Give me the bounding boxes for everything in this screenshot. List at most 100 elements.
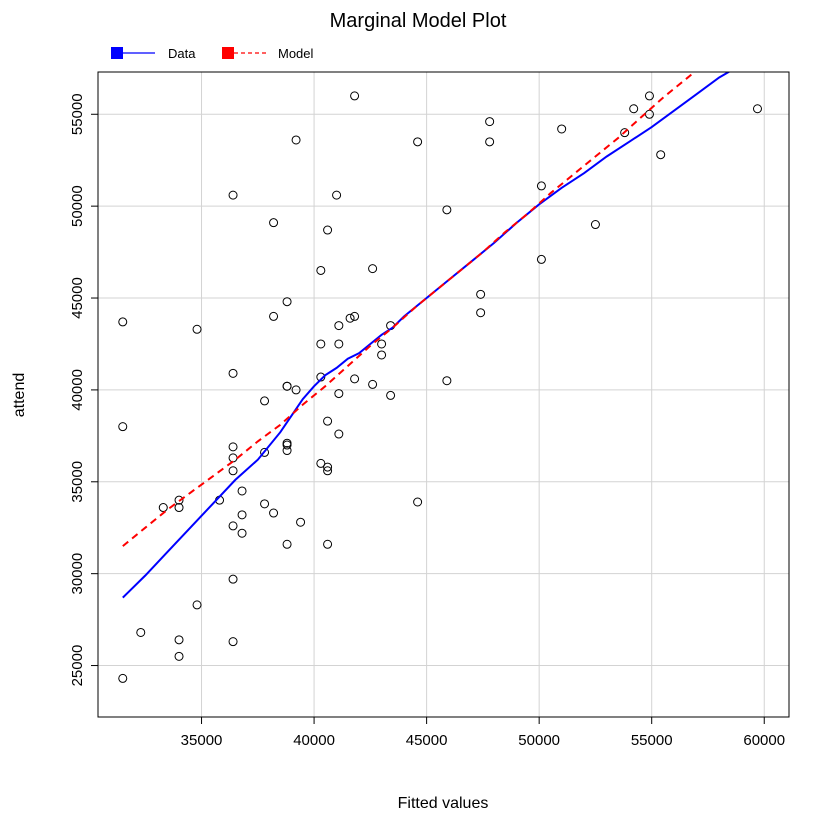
data-point <box>656 150 666 160</box>
legend-model-label: Model <box>278 46 314 61</box>
data-point <box>377 350 387 360</box>
data-point <box>323 416 333 426</box>
data-point <box>296 517 306 527</box>
data-point <box>752 104 762 114</box>
y-tick-label: 40000 <box>69 369 86 411</box>
y-axis: 25000 30000 35000 40000 45000 50000 55000 <box>69 93 98 686</box>
data-point <box>350 91 360 101</box>
data-point <box>350 374 360 384</box>
series-line-model <box>122 72 697 547</box>
data-point <box>228 466 238 476</box>
data-point <box>476 308 486 318</box>
data-point <box>269 311 279 321</box>
smoother-lines <box>122 72 731 599</box>
data-point <box>192 600 202 610</box>
data-point <box>282 440 292 450</box>
data-point <box>192 324 202 334</box>
data-point <box>536 181 546 191</box>
data-point <box>316 458 326 468</box>
data-point <box>334 429 344 439</box>
data-point <box>442 205 452 215</box>
data-point <box>228 368 238 378</box>
x-tick-label: 60000 <box>743 732 785 749</box>
data-point <box>485 137 495 147</box>
y-tick-label: 30000 <box>69 553 86 595</box>
data-point <box>485 117 495 127</box>
data-point <box>282 438 292 448</box>
x-tick-label: 40000 <box>293 732 335 749</box>
data-point <box>590 220 600 230</box>
x-tick-label: 35000 <box>181 732 223 749</box>
y-tick-label: 35000 <box>69 461 86 503</box>
data-point <box>323 225 333 235</box>
data-point <box>557 124 567 134</box>
data-point <box>228 637 238 647</box>
data-point <box>644 91 654 101</box>
grid <box>98 72 789 717</box>
data-point <box>386 390 396 400</box>
data-point <box>158 503 168 513</box>
data-point <box>334 389 344 399</box>
data-point <box>323 466 333 476</box>
data-point <box>442 376 452 386</box>
data-point <box>228 453 238 463</box>
data-point <box>228 574 238 584</box>
data-point <box>269 508 279 518</box>
data-point <box>174 503 184 513</box>
data-point <box>174 635 184 645</box>
data-point <box>377 339 387 349</box>
series-line-data <box>122 72 731 599</box>
x-tick-label: 55000 <box>631 732 673 749</box>
y-tick-label: 25000 <box>69 645 86 687</box>
data-point <box>260 447 270 457</box>
data-point <box>282 297 292 307</box>
legend-model-swatch <box>222 47 234 59</box>
y-tick-label: 55000 <box>69 93 86 135</box>
y-axis-label: attend <box>11 373 28 417</box>
data-point <box>350 311 360 321</box>
data-point <box>413 497 423 507</box>
data-point <box>368 379 378 389</box>
data-point <box>269 218 279 228</box>
data-point <box>118 673 128 683</box>
data-point <box>260 396 270 406</box>
data-point <box>237 486 247 496</box>
data-point <box>629 104 639 114</box>
data-point <box>237 510 247 520</box>
data-point <box>228 190 238 200</box>
chart-title: Marginal Model Plot <box>330 10 507 32</box>
y-tick-label: 45000 <box>69 277 86 319</box>
data-point <box>118 317 128 327</box>
x-tick-label: 50000 <box>518 732 560 749</box>
data-point <box>323 539 333 549</box>
data-point <box>620 128 630 138</box>
data-point <box>282 539 292 549</box>
legend-data-label: Data <box>168 46 196 61</box>
data-point <box>316 339 326 349</box>
data-point <box>228 442 238 452</box>
data-point <box>316 265 326 275</box>
data-point <box>323 462 333 472</box>
data-points <box>118 91 762 683</box>
data-point <box>237 528 247 538</box>
data-point <box>291 135 301 145</box>
data-point <box>228 521 238 531</box>
data-point <box>334 321 344 331</box>
data-point <box>334 339 344 349</box>
data-point <box>260 499 270 509</box>
data-point <box>332 190 342 200</box>
plot-area-border <box>97 71 790 718</box>
data-point <box>174 495 184 505</box>
x-axis: 35000 40000 45000 50000 55000 60000 <box>181 717 785 749</box>
data-point <box>413 137 423 147</box>
data-point <box>291 385 301 395</box>
x-tick-label: 45000 <box>406 732 448 749</box>
legend-data-swatch <box>111 47 123 59</box>
data-point <box>282 381 292 391</box>
data-point <box>476 289 486 299</box>
data-point <box>136 627 146 637</box>
x-axis-label: Fitted values <box>398 795 489 812</box>
data-point <box>174 651 184 661</box>
data-point <box>118 422 128 432</box>
